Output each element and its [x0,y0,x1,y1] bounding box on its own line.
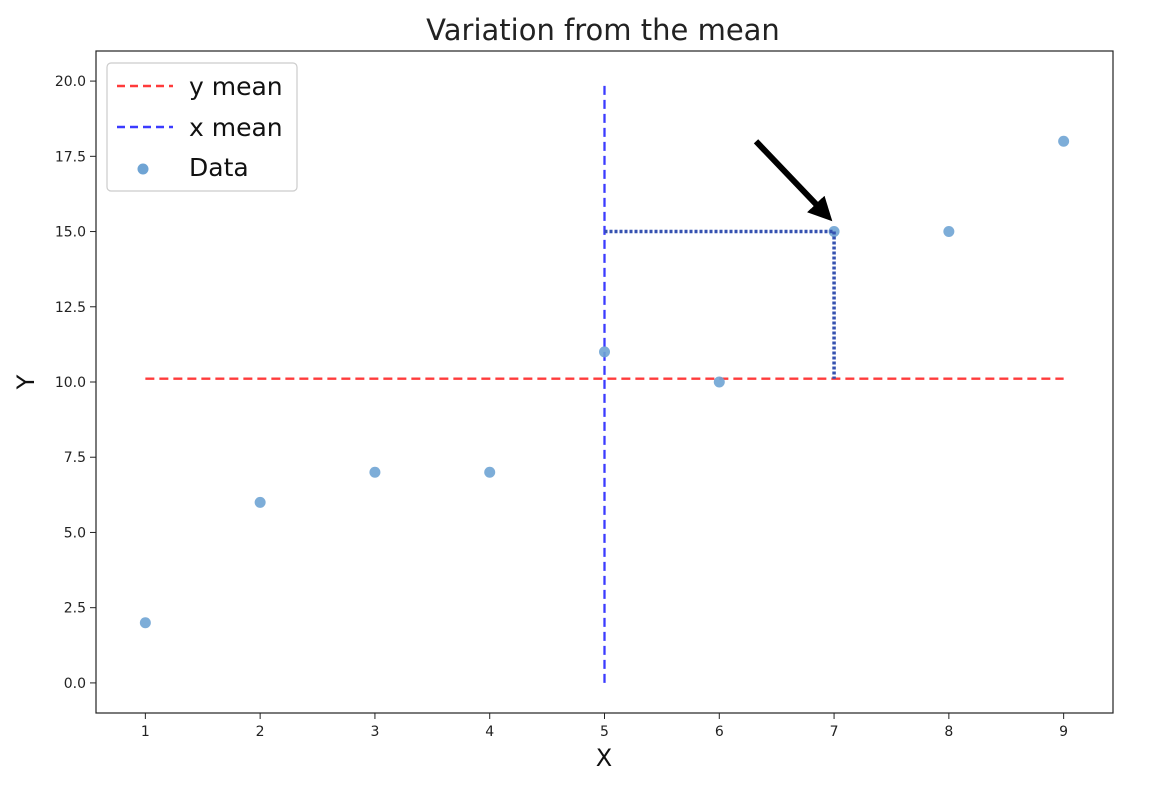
x-tick-label: 9 [1059,724,1068,740]
x-tick-label: 8 [944,724,953,740]
y-tick-label: 15.0 [55,225,86,241]
pointer-arrow [753,139,833,222]
x-tick-label: 4 [485,724,494,740]
x-tick-label: 2 [256,724,265,740]
x-tick-label: 3 [370,724,379,740]
x-axis-ticks: 1 2 3 4 5 6 7 8 9 [141,713,1068,740]
legend: y mean x mean Data [106,62,298,192]
y-axis-ticks: 0.0 2.5 5.0 7.5 10.0 12.5 15.0 17.5 20.0 [55,74,96,692]
data-point [484,466,496,478]
x-tick-label: 6 [715,724,724,740]
y-tick-label: 10.0 [55,375,86,391]
data-point [254,496,266,508]
y-tick-label: 2.5 [64,601,86,617]
y-tick-label: 20.0 [55,74,86,90]
x-tick-label: 7 [830,724,839,740]
legend-label-data: Data [189,153,249,182]
annotation-layer [604,139,836,379]
x-tick-label: 1 [141,724,150,740]
y-tick-label: 17.5 [55,149,86,165]
legend-label-x-mean: x mean [189,113,283,142]
data-point [1058,135,1070,147]
y-tick-label: 7.5 [64,450,86,466]
data-point [713,376,725,388]
legend-label-y-mean: y mean [189,72,283,101]
x-tick-label: 5 [600,724,609,740]
x-axis-title: X [596,744,612,772]
data-point [943,226,955,238]
y-axis-title: Y [12,374,40,390]
legend-box [106,62,298,192]
chart-title: Variation from the mean [426,13,780,47]
y-tick-label: 0.0 [64,676,86,692]
y-tick-label: 5.0 [64,525,86,541]
y-tick-label: 12.5 [55,300,86,316]
legend-swatch-data [137,163,149,175]
data-point [139,617,151,629]
data-point [599,346,610,358]
data-point [369,466,381,478]
